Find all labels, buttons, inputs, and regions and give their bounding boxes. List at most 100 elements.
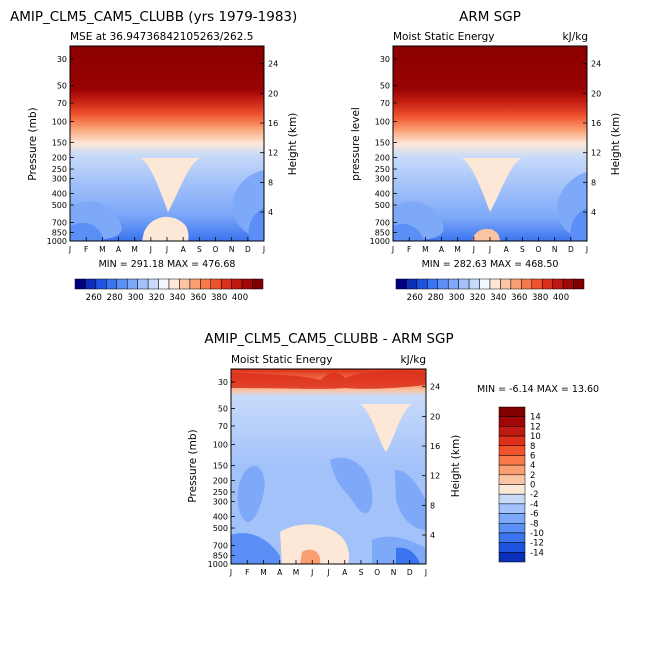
colorbar-swatch xyxy=(498,532,526,543)
colorbar-label: 12 xyxy=(530,422,541,432)
pressure-tick-label: 700 xyxy=(213,541,228,550)
colorbar-swatch xyxy=(489,278,501,290)
colorbar-label: 380 xyxy=(532,293,548,303)
colorbar-label: 4 xyxy=(530,461,535,471)
pressure-tick-label: 1000 xyxy=(47,237,67,246)
pressure-tick-label: 50 xyxy=(218,405,228,414)
colorbar-swatch xyxy=(147,278,159,290)
colorbar-label: 340 xyxy=(169,293,185,303)
contour-blob xyxy=(396,547,420,564)
colorbar-swatch xyxy=(447,278,459,290)
colorbar-swatch xyxy=(179,278,191,290)
colorbar-swatch xyxy=(541,278,553,290)
colorbar-swatch xyxy=(220,278,232,290)
colorbar-swatch xyxy=(468,278,480,290)
panel-obs-subtitle-left: Moist Static Energy xyxy=(393,31,494,43)
colorbar-swatch xyxy=(498,542,526,553)
contour-blob xyxy=(140,158,200,212)
pressure-tick-label: 1000 xyxy=(208,560,228,569)
month-tick-label: N xyxy=(229,245,235,254)
pressure-tick-label: 150 xyxy=(52,139,67,148)
month-tick-label: A xyxy=(342,568,348,577)
colorbar-swatch xyxy=(531,278,543,290)
colorbar-swatch xyxy=(427,278,439,290)
month-tick-label: M xyxy=(260,568,266,577)
height-tick-label: 16 xyxy=(591,119,601,128)
panel-diff-title: AMIP_CLM5_CAM5_CLUBB - ARM SGP xyxy=(204,331,453,347)
colorbar-swatch xyxy=(95,278,107,290)
contour-blob xyxy=(472,228,500,241)
colorbar-swatch xyxy=(498,484,526,495)
colorbar-label: 10 xyxy=(530,432,541,442)
colorbar-label: -14 xyxy=(530,548,544,558)
month-tick-label: N xyxy=(391,568,397,577)
colorbar-label: -2 xyxy=(530,490,538,500)
colorbar-label: 360 xyxy=(190,293,206,303)
panel-model-subtitle-left: MSE at 36.94736842105263/262.5 xyxy=(70,31,253,43)
colorbar-label: 260 xyxy=(407,293,423,303)
month-tick-label: F xyxy=(84,245,88,254)
colorbar-swatch xyxy=(498,416,526,427)
pressure-tick-label: 100 xyxy=(213,440,228,449)
pressure-tick-label: 70 xyxy=(57,99,67,108)
pressure-tick-label: 200 xyxy=(375,153,390,162)
colorbar-label: 8 xyxy=(530,442,535,452)
month-tick-label: M xyxy=(293,568,299,577)
colorbar-swatch xyxy=(498,435,526,446)
colorbar-swatch xyxy=(498,426,526,437)
pressure-tick-label: 300 xyxy=(375,175,390,184)
colorbar-swatch xyxy=(210,278,222,290)
pressure-tick-label: 500 xyxy=(213,524,228,533)
height-tick-label: 12 xyxy=(268,149,278,158)
pressure-tick-label: 100 xyxy=(375,117,390,126)
colorbar-label: 260 xyxy=(86,293,102,303)
colorbar-swatch xyxy=(158,278,170,290)
month-tick-label: J xyxy=(424,568,427,577)
month-tick-label: J xyxy=(310,568,313,577)
pressure-tick-label: 400 xyxy=(52,189,67,198)
colorbar-swatch xyxy=(573,278,585,290)
pressure-tick-label: 50 xyxy=(57,82,67,91)
colorbar-swatch xyxy=(395,278,407,290)
month-tick-label: A xyxy=(439,245,445,254)
minmax-text: MIN = 282.63 MAX = 468.50 xyxy=(422,259,559,270)
colorbar-label: 340 xyxy=(490,293,506,303)
pressure-tick-label: 200 xyxy=(213,476,228,485)
height-tick-label: 12 xyxy=(591,149,601,158)
contour-blob xyxy=(231,371,426,389)
month-tick-label: M xyxy=(99,245,105,254)
height-tick-label: 8 xyxy=(268,178,273,187)
colorbar-label: 380 xyxy=(211,293,227,303)
minmax-text: MIN = -6.14 MAX = 13.60 xyxy=(477,384,599,395)
contour-blob xyxy=(395,470,426,530)
height-tick-label: 4 xyxy=(591,208,596,217)
pressure-tick-label: 850 xyxy=(52,229,67,238)
month-tick-label: S xyxy=(359,568,364,577)
colorbar-swatch xyxy=(498,503,526,514)
panel-model: AMIP_CLM5_CAM5_CLUBB (yrs 1979-1983) MSE… xyxy=(10,9,299,303)
colorbar-swatch xyxy=(126,278,138,290)
colorbar-label: 14 xyxy=(530,413,541,423)
pressure-tick-label: 30 xyxy=(380,55,390,64)
month-tick-label: J xyxy=(165,245,168,254)
colorbar-label: -6 xyxy=(530,510,538,520)
month-tick-label: A xyxy=(277,568,283,577)
pressure-tick-label: 400 xyxy=(375,189,390,198)
month-tick-label: J xyxy=(262,245,265,254)
colorbar-swatch xyxy=(231,278,243,290)
height-tick-label: 24 xyxy=(430,383,440,392)
ylabel-height: Height (km) xyxy=(450,435,462,498)
colorbar-label: -8 xyxy=(530,519,538,529)
contour-blob xyxy=(231,532,280,564)
colorbar-label: -4 xyxy=(530,500,538,510)
pressure-tick-label: 500 xyxy=(375,201,390,210)
colorbar-swatch xyxy=(498,523,526,534)
colorbar-swatch xyxy=(116,278,128,290)
month-tick-label: F xyxy=(245,568,249,577)
colorbar-swatch xyxy=(498,445,526,456)
pressure-tick-label: 850 xyxy=(213,552,228,561)
colorbar-label: 300 xyxy=(127,293,143,303)
colorbar-label: 280 xyxy=(107,293,123,303)
pressure-tick-label: 400 xyxy=(213,512,228,521)
height-tick-label: 8 xyxy=(430,501,435,510)
